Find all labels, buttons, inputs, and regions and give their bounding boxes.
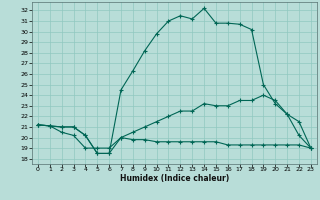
X-axis label: Humidex (Indice chaleur): Humidex (Indice chaleur) [120,174,229,183]
